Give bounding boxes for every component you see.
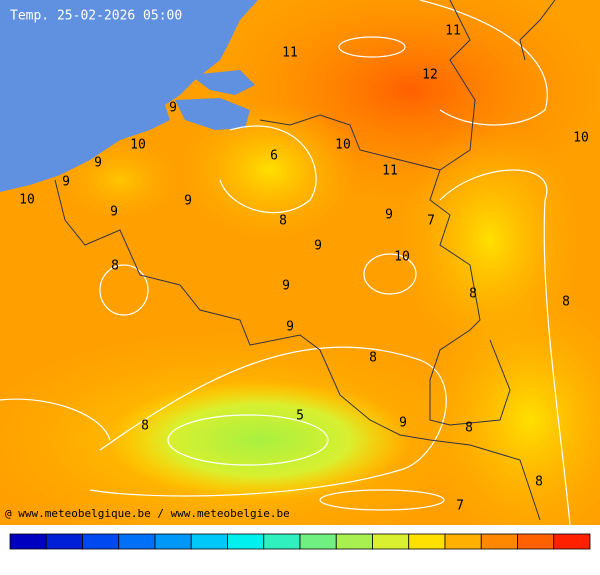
temp-label: 9 — [282, 279, 290, 294]
temp-label: 8 — [369, 351, 377, 366]
temp-label: 9 — [94, 156, 102, 171]
temp-label: 8 — [111, 259, 119, 274]
colorbar-swatch — [335, 533, 373, 550]
colorbar-swatch — [154, 533, 192, 550]
temp-label: 9 — [314, 239, 322, 254]
isolines — [0, 0, 571, 526]
temp-label: 9 — [399, 416, 407, 431]
temp-label: 8 — [535, 475, 543, 490]
temp-label: 10 — [130, 138, 146, 153]
temp-label: 8 — [562, 295, 570, 310]
sea — [0, 0, 258, 192]
temp-label: 11 — [282, 46, 298, 61]
temp-label: 9 — [110, 205, 118, 220]
colorbar-swatch — [82, 533, 120, 550]
temp-label: 12 — [422, 68, 438, 83]
temp-label: 10 — [573, 131, 589, 146]
temp-label: 7 — [427, 214, 435, 229]
temp-label: 8 — [465, 421, 473, 436]
borders — [54, 0, 556, 521]
colorbar — [9, 533, 591, 550]
colorbar-swatch — [372, 533, 410, 550]
temp-label: 10 — [394, 250, 410, 265]
temp-label: 8 — [279, 214, 287, 229]
temp-label: 10 — [335, 138, 351, 153]
colorbar-swatch — [408, 533, 446, 550]
temp-label: 9 — [169, 101, 177, 116]
temp-label: 9 — [385, 208, 393, 223]
colorbar-swatch — [9, 533, 47, 550]
title: Temp. 25-02-2026 05:00 — [10, 9, 182, 24]
credit: @ www.meteobelgique.be / www.meteobelgie… — [5, 507, 290, 520]
field — [0, 0, 600, 550]
colorbar-swatch — [118, 533, 156, 550]
colorbar-swatch — [480, 533, 518, 550]
labels: 11 11 12 9 10 9 9 10 6 10 11 10 9 9 8 9 7 9 8 10 9 8 8 9 8 5 8 9 8 8 7 — [19, 24, 589, 514]
colorbar-swatch — [553, 533, 591, 550]
temp-label: 10 — [19, 193, 35, 208]
colorbar-swatch — [299, 533, 337, 550]
colorbar-swatch — [444, 533, 482, 550]
temp-label: 8 — [469, 287, 477, 302]
temp-label: 11 — [382, 164, 398, 179]
estuary — [175, 70, 255, 130]
temp-label: 5 — [296, 409, 304, 424]
colorbar-swatch — [517, 533, 555, 550]
temp-label: 11 — [445, 24, 461, 39]
temp-label: 6 — [270, 149, 278, 164]
colorbar-swatch — [227, 533, 265, 550]
colorbar-swatch — [45, 533, 83, 550]
legend-bg — [0, 525, 600, 575]
temp-label: 7 — [456, 499, 464, 514]
temp-label: 9 — [62, 175, 70, 190]
temp-label: 9 — [184, 194, 192, 209]
colorbar-swatch — [263, 533, 301, 550]
temp-label: 9 — [286, 320, 294, 335]
colorbar-swatch — [190, 533, 228, 550]
temp-label: 8 — [141, 419, 149, 434]
